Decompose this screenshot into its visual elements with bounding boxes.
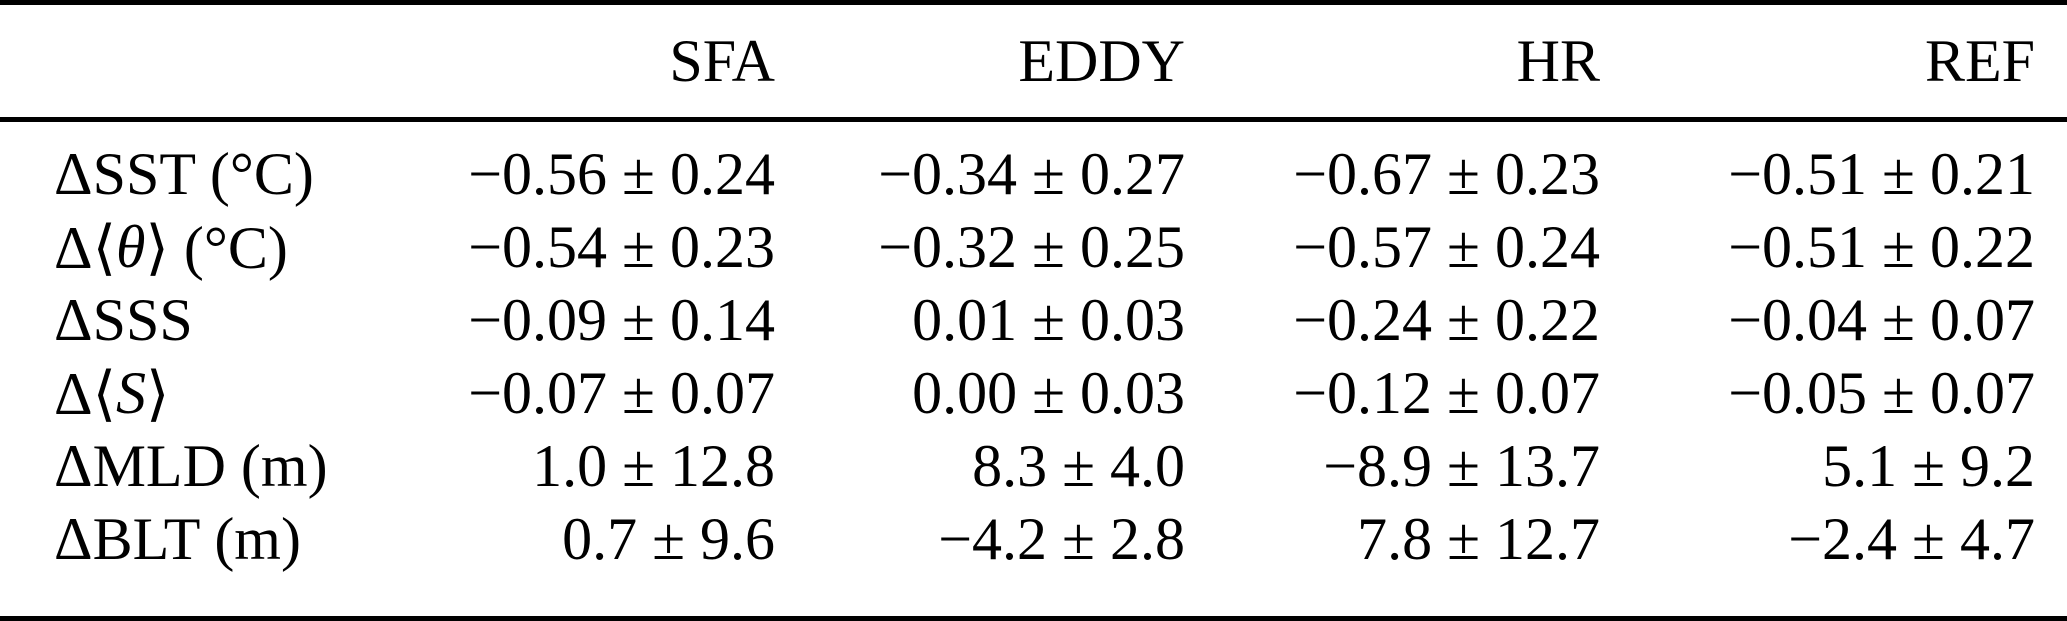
cell-value: −0.32 ± 0.25	[878, 214, 1185, 280]
table-top-rule	[0, 0, 2067, 5]
row-label-text: ΔSST (°C)	[54, 141, 314, 207]
table-row-blt: ΔBLT (m) 0.7 ± 9.6 −4.2 ± 2.8 7.8 ± 12.7…	[0, 503, 2067, 576]
cell-value: −0.34 ± 0.27	[878, 141, 1185, 207]
row-label-text: ΔBLT (m)	[54, 506, 301, 572]
cell-value: −0.57 ± 0.24	[1293, 214, 1600, 280]
cell-value: −0.51 ± 0.21	[1728, 141, 2035, 207]
table-row-mld: ΔMLD (m) 1.0 ± 12.8 8.3 ± 4.0 −8.9 ± 13.…	[0, 430, 2067, 503]
row-label-mld: ΔMLD (m)	[54, 430, 394, 503]
cell-value: −0.51 ± 0.22	[1728, 214, 2035, 280]
row-label-text: Δ⟨	[54, 214, 116, 281]
cell-value: 1.0 ± 12.8	[532, 433, 775, 499]
cell-value: −0.12 ± 0.07	[1293, 360, 1600, 426]
row-label-suffix: ⟩ (°C)	[145, 214, 288, 281]
cell-value: −0.04 ± 0.07	[1728, 287, 2035, 353]
column-header-ref: REF	[1924, 27, 2035, 94]
cell-value: −0.05 ± 0.07	[1728, 360, 2035, 426]
row-label-sss: ΔSSS	[54, 284, 394, 357]
table-bottom-rule	[0, 616, 2067, 621]
table-body: ΔSST (°C) −0.56 ± 0.24 −0.34 ± 0.27 −0.6…	[0, 122, 2067, 576]
table-row-theta: Δ⟨ θ ⟩ (°C) −0.54 ± 0.23 −0.32 ± 0.25 −0.5…	[0, 211, 2067, 284]
cell-value: 8.3 ± 4.0	[972, 433, 1185, 499]
row-label-text: Δ⟨	[54, 360, 116, 427]
row-label-variable: S	[116, 360, 146, 426]
cell-value: −0.54 ± 0.23	[468, 214, 775, 280]
cell-value: 0.01 ± 0.03	[912, 287, 1185, 353]
cell-value: −0.67 ± 0.23	[1293, 141, 1600, 207]
cell-value: −0.09 ± 0.14	[468, 287, 775, 353]
cell-value: −0.56 ± 0.24	[468, 141, 775, 207]
cell-value: −0.07 ± 0.07	[468, 360, 775, 426]
cell-value: 0.00 ± 0.03	[912, 360, 1185, 426]
table-row-s: Δ⟨ S ⟩ −0.07 ± 0.07 0.00 ± 0.03 −0.12 ± 0.…	[0, 357, 2067, 430]
row-label-variable: θ	[116, 214, 146, 280]
row-label-suffix: ⟩	[146, 360, 170, 427]
row-label-sst: ΔSST (°C)	[54, 138, 394, 211]
cell-value: 7.8 ± 12.7	[1357, 506, 1600, 572]
column-header-eddy: EDDY	[1018, 27, 1185, 94]
table-row-sss: ΔSSS −0.09 ± 0.14 0.01 ± 0.03 −0.24 ± 0.…	[0, 284, 2067, 357]
row-label-blt: ΔBLT (m)	[54, 503, 394, 576]
cell-value: −8.9 ± 13.7	[1323, 433, 1600, 499]
row-label-s: Δ⟨ S ⟩	[54, 357, 394, 430]
header-empty-cell	[54, 5, 394, 117]
table-row-sst: ΔSST (°C) −0.56 ± 0.24 −0.34 ± 0.27 −0.6…	[0, 138, 2067, 211]
cell-value: 5.1 ± 9.2	[1822, 433, 2035, 499]
row-label-text: ΔSSS	[54, 287, 193, 353]
cell-value: −4.2 ± 2.8	[938, 506, 1185, 572]
column-header-hr: HR	[1516, 27, 1600, 94]
column-header-sfa: SFA	[669, 27, 775, 94]
row-label-theta: Δ⟨ θ ⟩ (°C)	[54, 211, 394, 284]
row-label-text: ΔMLD (m)	[54, 433, 328, 499]
cell-value: −2.4 ± 4.7	[1788, 506, 2035, 572]
table-header-row: SFA EDDY HR REF	[0, 5, 2067, 117]
cell-value: −0.24 ± 0.22	[1293, 287, 1600, 353]
cell-value: 0.7 ± 9.6	[562, 506, 775, 572]
table-header-rule	[0, 117, 2067, 122]
